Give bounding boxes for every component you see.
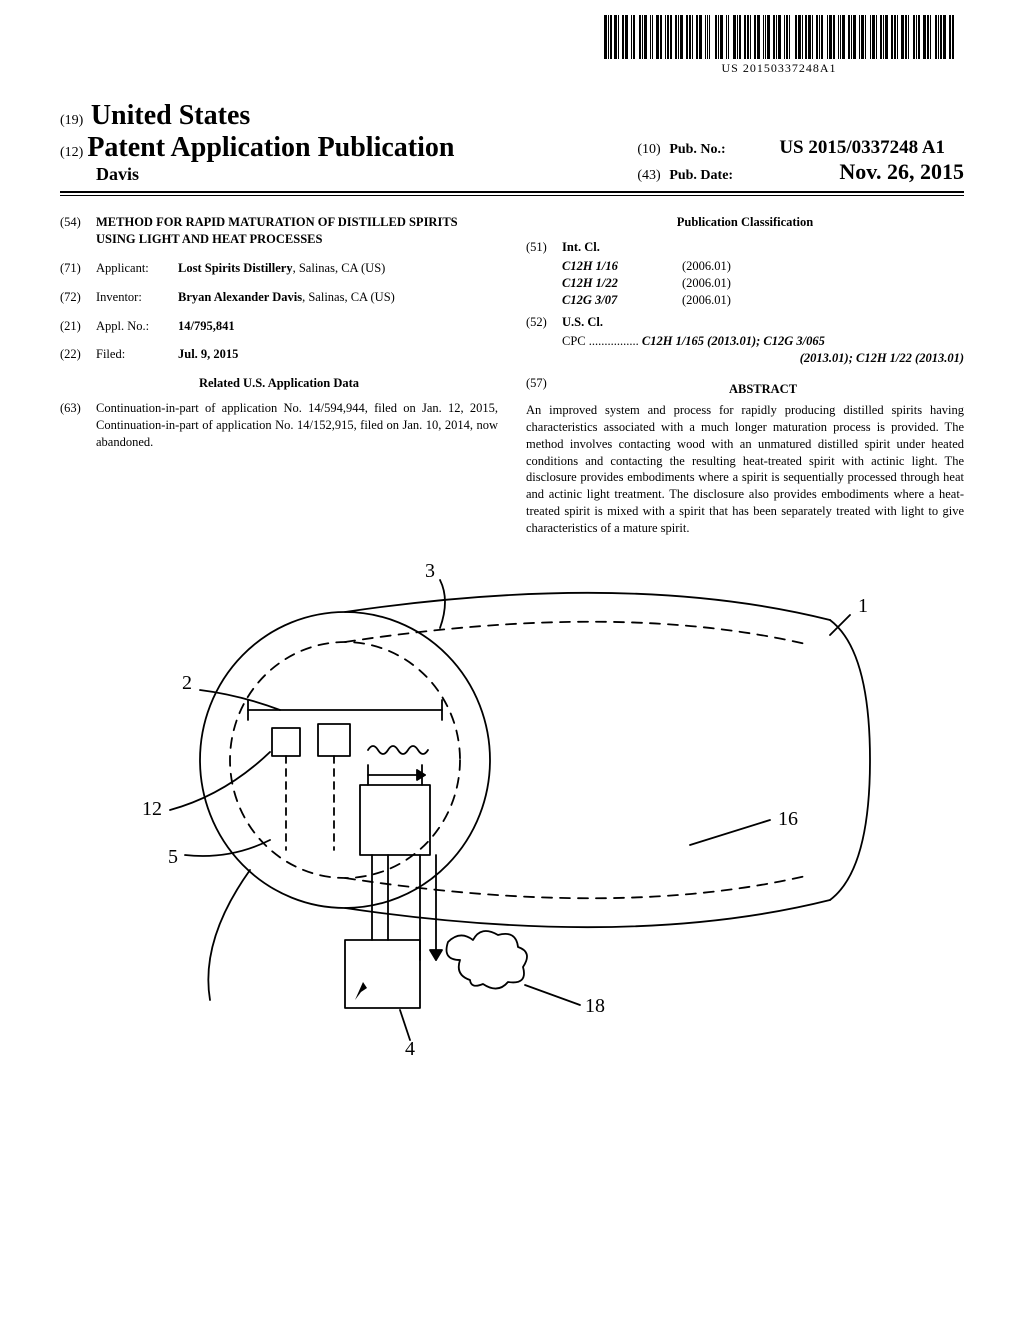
invention-title-field: (54) METHOD FOR RAPID MATURATION OF DIST… (60, 214, 498, 248)
intcl-row: C12H 1/22(2006.01) (562, 275, 964, 292)
code-54: (54) (60, 214, 96, 248)
figure-label-3: 3 (425, 560, 435, 583)
biblio-columns: (54) METHOD FOR RAPID MATURATION OF DIST… (60, 214, 964, 537)
code-51: (51) (526, 239, 562, 256)
applicant-loc: , Salinas, CA (US) (293, 261, 386, 275)
intcl-code: C12H 1/16 (562, 258, 682, 275)
publication-title: Patent Application Publication (87, 132, 454, 163)
pubno-label: Pub. No.: (669, 142, 779, 158)
cpc-line-1: CPC ................ C12H 1/165 (2013.01… (562, 333, 964, 350)
publication-number: US 2015/0337248 A1 (779, 137, 945, 159)
classification-heading: Publication Classification (526, 214, 964, 231)
code-52: (52) (526, 314, 562, 331)
inventor-shortname: Davis (96, 164, 454, 185)
uscl-field: (52) U.S. Cl. (526, 314, 964, 331)
inventor-name: Bryan Alexander Davis (178, 290, 302, 304)
code-71: (71) (60, 260, 96, 277)
applicant-field: (71) Applicant: Lost Spirits Distillery,… (60, 260, 498, 277)
uscl-label: U.S. Cl. (562, 314, 964, 331)
intcl-label: Int. Cl. (562, 239, 964, 256)
code-57: (57) (526, 375, 562, 402)
inventor-label: Inventor: (96, 289, 178, 306)
code-12: (12) (60, 145, 83, 160)
figure-label-4: 4 (405, 1038, 415, 1061)
header-rule-thick (60, 191, 964, 193)
applicant-name: Lost Spirits Distillery (178, 261, 293, 275)
code-21: (21) (60, 318, 96, 335)
applno-label: Appl. No.: (96, 318, 178, 335)
related-field: (63) Continuation-in-part of application… (60, 400, 498, 451)
code-22: (22) (60, 346, 96, 363)
figure-svg (130, 560, 890, 1060)
figure-label-18: 18 (585, 995, 605, 1018)
applicant-label: Applicant: (96, 260, 178, 277)
filed-label: Filed: (96, 346, 178, 363)
inventor-field: (72) Inventor: Bryan Alexander Davis, Sa… (60, 289, 498, 306)
barcode-graphic (604, 15, 954, 59)
barcode-number: US 20150337248A1 (604, 61, 954, 76)
code-10: (10) (637, 142, 669, 158)
publication-date: Nov. 26, 2015 (839, 159, 964, 185)
cpc-codes-1: C12H 1/165 (2013.01); C12G 3/065 (642, 334, 825, 348)
abstract-text: An improved system and process for rapid… (526, 402, 964, 537)
figure-label-1: 1 (858, 595, 868, 618)
pubdate-label: Pub. Date: (669, 168, 779, 184)
cpc-line-2: (2013.01); C12H 1/22 (2013.01) (562, 350, 964, 367)
related-heading: Related U.S. Application Data (60, 375, 498, 392)
intcl-year: (2006.01) (682, 275, 964, 292)
invention-title: METHOD FOR RAPID MATURATION OF DISTILLED… (96, 214, 498, 248)
application-number: 14/795,841 (178, 318, 498, 335)
barcode-block: US 20150337248A1 (604, 15, 954, 76)
figure-label-5: 5 (168, 846, 178, 869)
figure-label-2: 2 (182, 672, 192, 695)
filed-date: Jul. 9, 2015 (178, 346, 498, 363)
applicant-value: Lost Spirits Distillery, Salinas, CA (US… (178, 260, 498, 277)
code-72: (72) (60, 289, 96, 306)
code-43: (43) (637, 168, 669, 184)
intcl-code: C12H 1/22 (562, 275, 682, 292)
applno-field: (21) Appl. No.: 14/795,841 (60, 318, 498, 335)
intcl-year: (2006.01) (682, 258, 964, 275)
cpc-codes-2: (2013.01); C12H 1/22 (2013.01) (800, 351, 964, 365)
right-column: Publication Classification (51) Int. Cl.… (526, 214, 964, 537)
intcl-row: C12H 1/16(2006.01) (562, 258, 964, 275)
left-column: (54) METHOD FOR RAPID MATURATION OF DIST… (60, 214, 498, 537)
cpc-prefix: CPC ................ (562, 334, 639, 348)
abstract-heading: ABSTRACT (562, 381, 964, 398)
intcl-code: C12G 3/07 (562, 292, 682, 309)
intcl-row: C12G 3/07(2006.01) (562, 292, 964, 309)
country: United States (91, 100, 250, 131)
inventor-value: Bryan Alexander Davis, Salinas, CA (US) (178, 289, 498, 306)
code-63: (63) (60, 400, 96, 451)
intcl-year: (2006.01) (682, 292, 964, 309)
figure-label-12: 12 (142, 798, 162, 821)
inventor-loc: , Salinas, CA (US) (302, 290, 395, 304)
figure-label-16: 16 (778, 808, 798, 831)
patent-header: (19) United States (12) Patent Applicati… (60, 100, 964, 196)
patent-figure: 3 1 2 12 5 16 18 4 (130, 560, 890, 1060)
header-rule-thin (60, 195, 964, 196)
filed-field: (22) Filed: Jul. 9, 2015 (60, 346, 498, 363)
intcl-field: (51) Int. Cl. (526, 239, 964, 256)
related-text: Continuation-in-part of application No. … (96, 400, 498, 451)
code-19: (19) (60, 113, 83, 128)
